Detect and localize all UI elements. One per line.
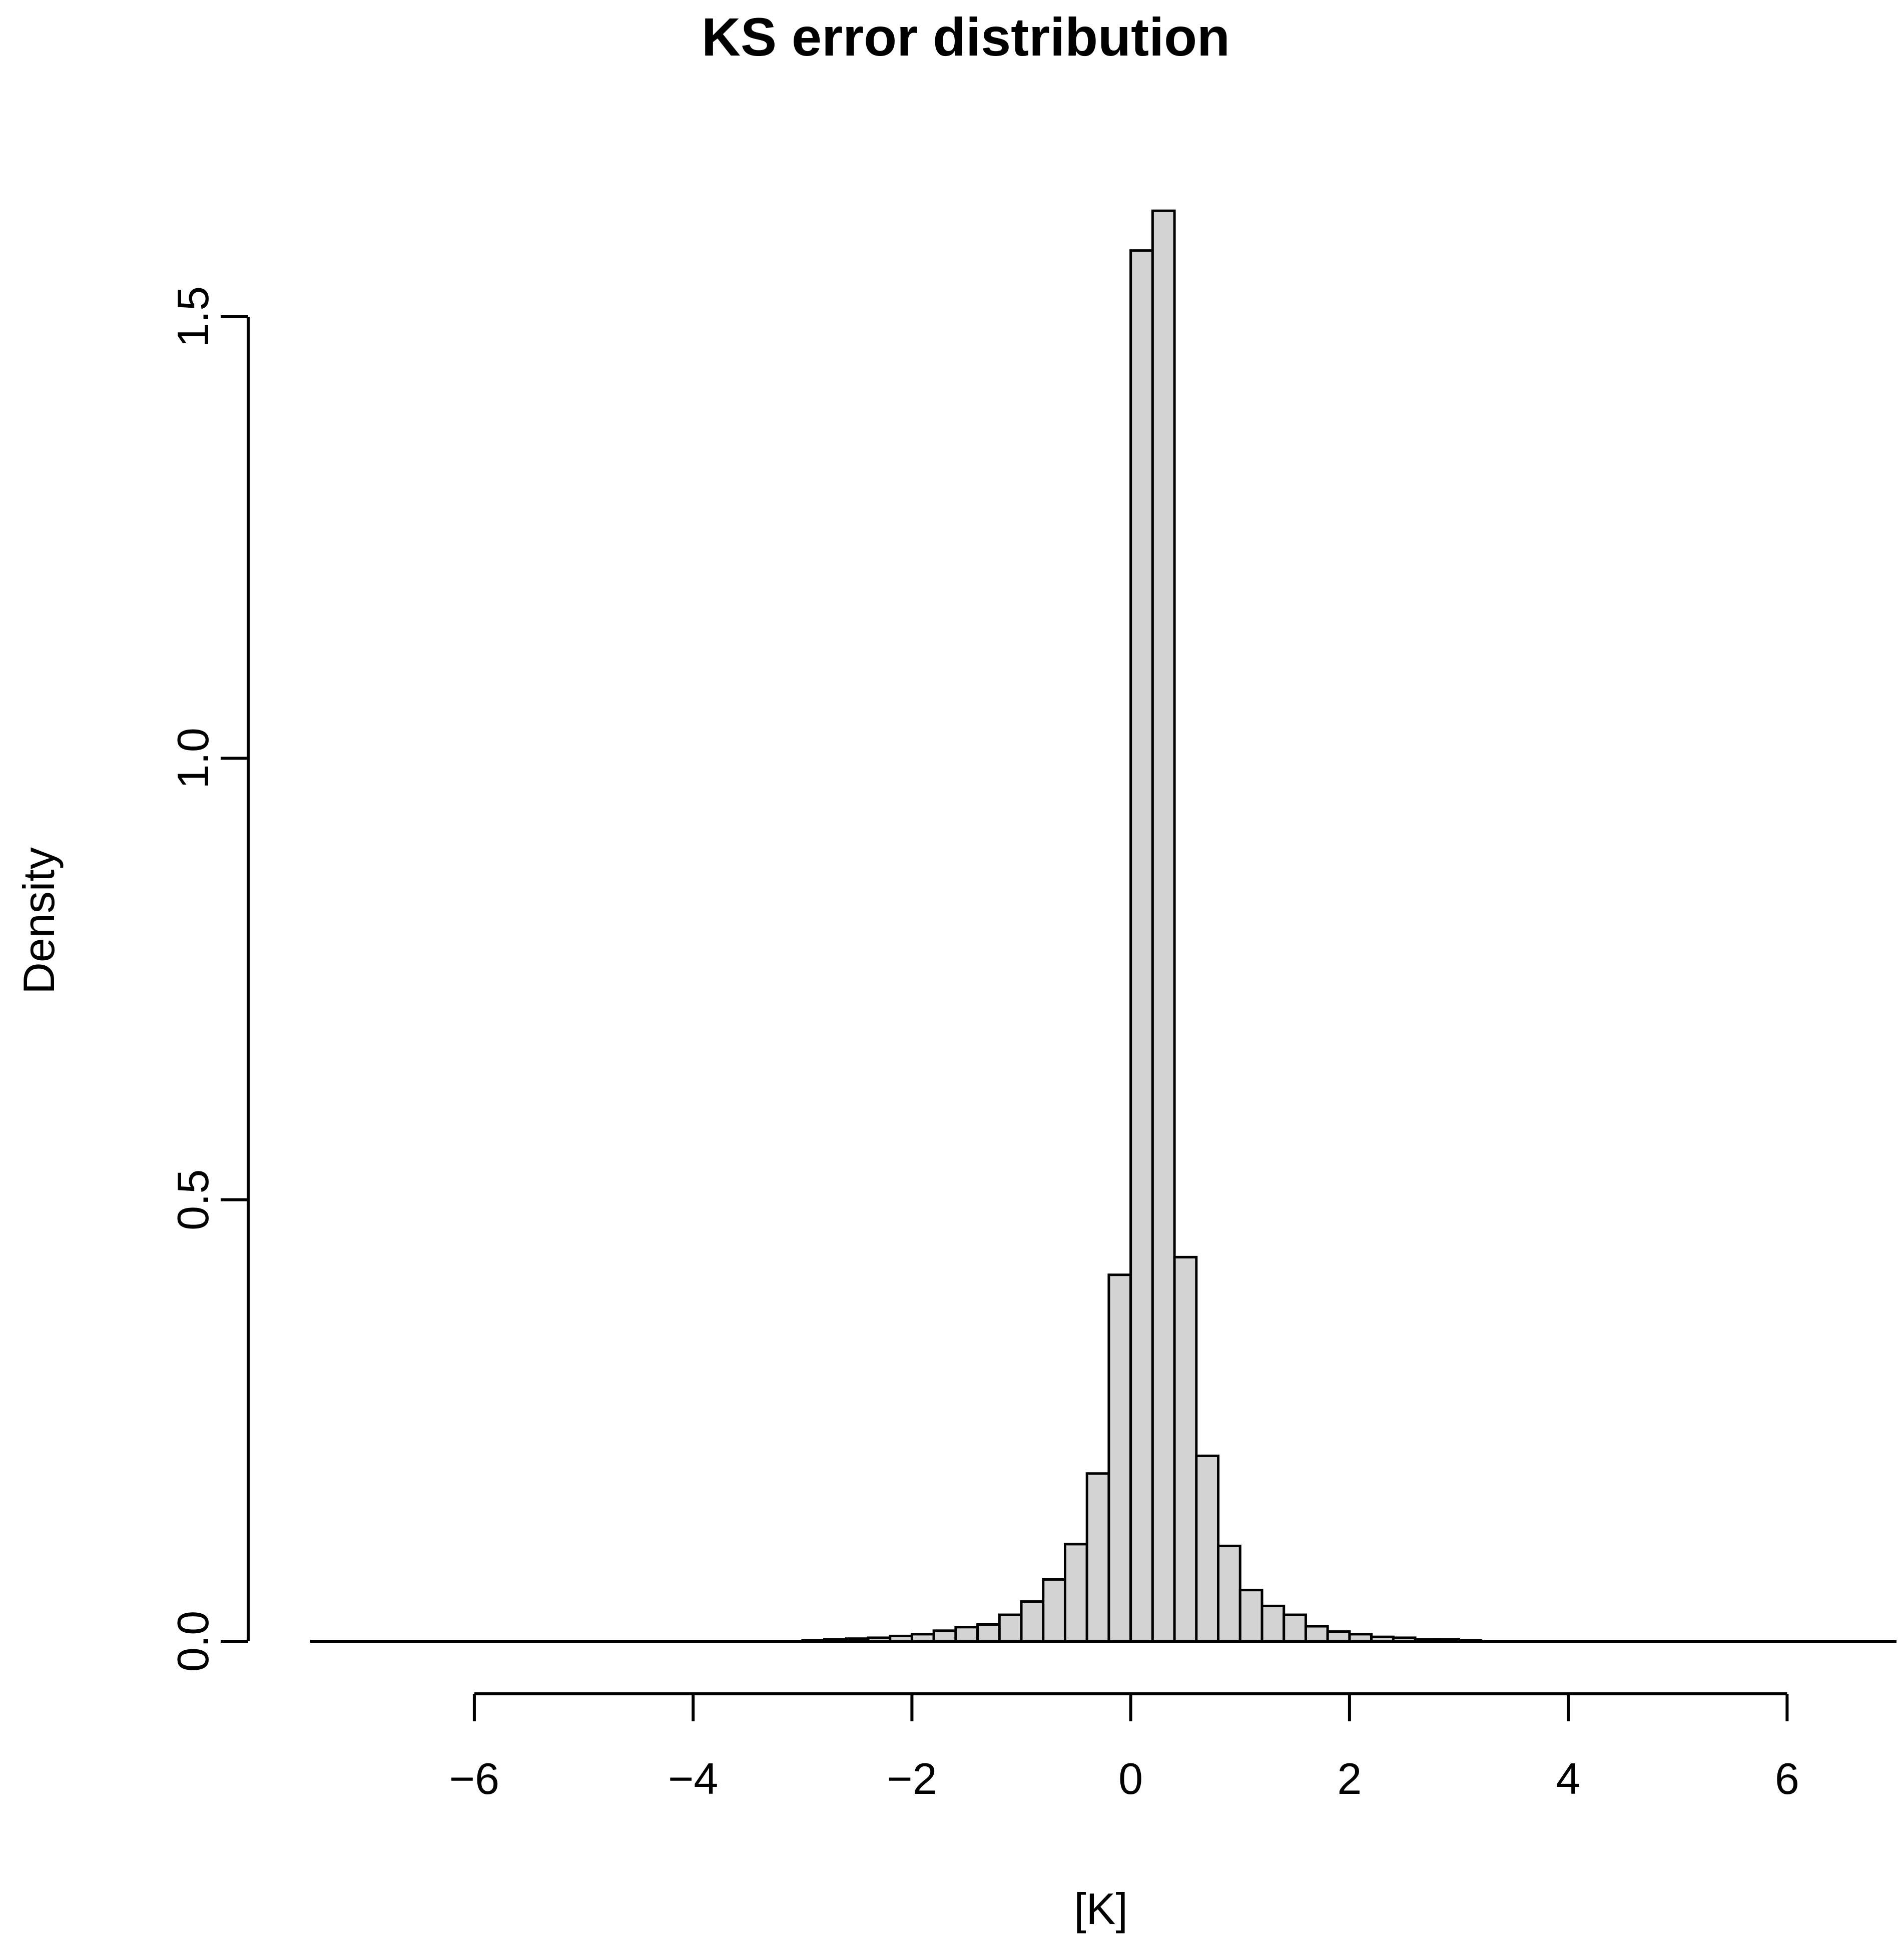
x-tick-label: −2 (887, 1754, 937, 1803)
x-axis-label: [K] (1074, 1884, 1128, 1933)
histogram-bar (1020, 1600, 1045, 1643)
histogram-bar (1414, 1638, 1439, 1643)
histogram-bar (1173, 1255, 1198, 1643)
histogram-bar (910, 1633, 935, 1643)
histogram-bar (801, 1639, 826, 1643)
y-tick-label: 0.5 (168, 1169, 218, 1230)
histogram-bar (1436, 1638, 1461, 1643)
histogram-bar (1195, 1454, 1220, 1643)
histogram-bar (1085, 1472, 1110, 1643)
y-tick-label: 0.0 (168, 1611, 218, 1672)
histogram-bar (1151, 209, 1176, 1643)
histogram-bar (1107, 1273, 1132, 1643)
histogram-bar (1063, 1543, 1088, 1643)
histogram-bar (867, 1636, 892, 1643)
histogram-bar (1458, 1639, 1482, 1643)
x-tick-label: −6 (449, 1754, 499, 1803)
histogram-bar (1217, 1544, 1241, 1643)
y-tick-label: 1.5 (168, 286, 218, 347)
histogram-bar (823, 1638, 848, 1643)
histogram-bars (801, 209, 1482, 1643)
y-tick-label: 1.0 (168, 728, 218, 789)
histogram-bar (1326, 1630, 1351, 1643)
histogram-bar (932, 1629, 957, 1643)
histogram-bar (1348, 1633, 1373, 1643)
histogram-bar (1370, 1635, 1395, 1643)
histogram-bar (1042, 1578, 1066, 1643)
histogram-bar (1260, 1604, 1286, 1643)
histogram-bar (1392, 1636, 1417, 1643)
histogram-bar (889, 1634, 913, 1643)
histogram-bar (998, 1613, 1023, 1643)
histogram-bar (1283, 1613, 1307, 1643)
x-tick-label: −4 (668, 1754, 718, 1803)
histogram-bar (954, 1626, 979, 1643)
y-axis: 0.0 0.5 1.0 1.5 (168, 286, 250, 1672)
y-axis-label: Density (14, 847, 64, 994)
histogram-bar (1304, 1625, 1329, 1643)
histogram-bar (1129, 249, 1154, 1643)
chart-title: KS error distribution (702, 7, 1230, 67)
histogram-bar (1238, 1589, 1263, 1643)
histogram-bar (976, 1623, 1001, 1643)
x-axis: −6 −4 −2 0 2 4 6 (449, 1692, 1799, 1803)
x-tick-label: 4 (1556, 1754, 1581, 1803)
x-tick-label: 6 (1775, 1754, 1799, 1803)
x-tick-label: 2 (1337, 1754, 1362, 1803)
histogram-bar (845, 1637, 870, 1643)
x-tick-label: 0 (1118, 1754, 1143, 1803)
